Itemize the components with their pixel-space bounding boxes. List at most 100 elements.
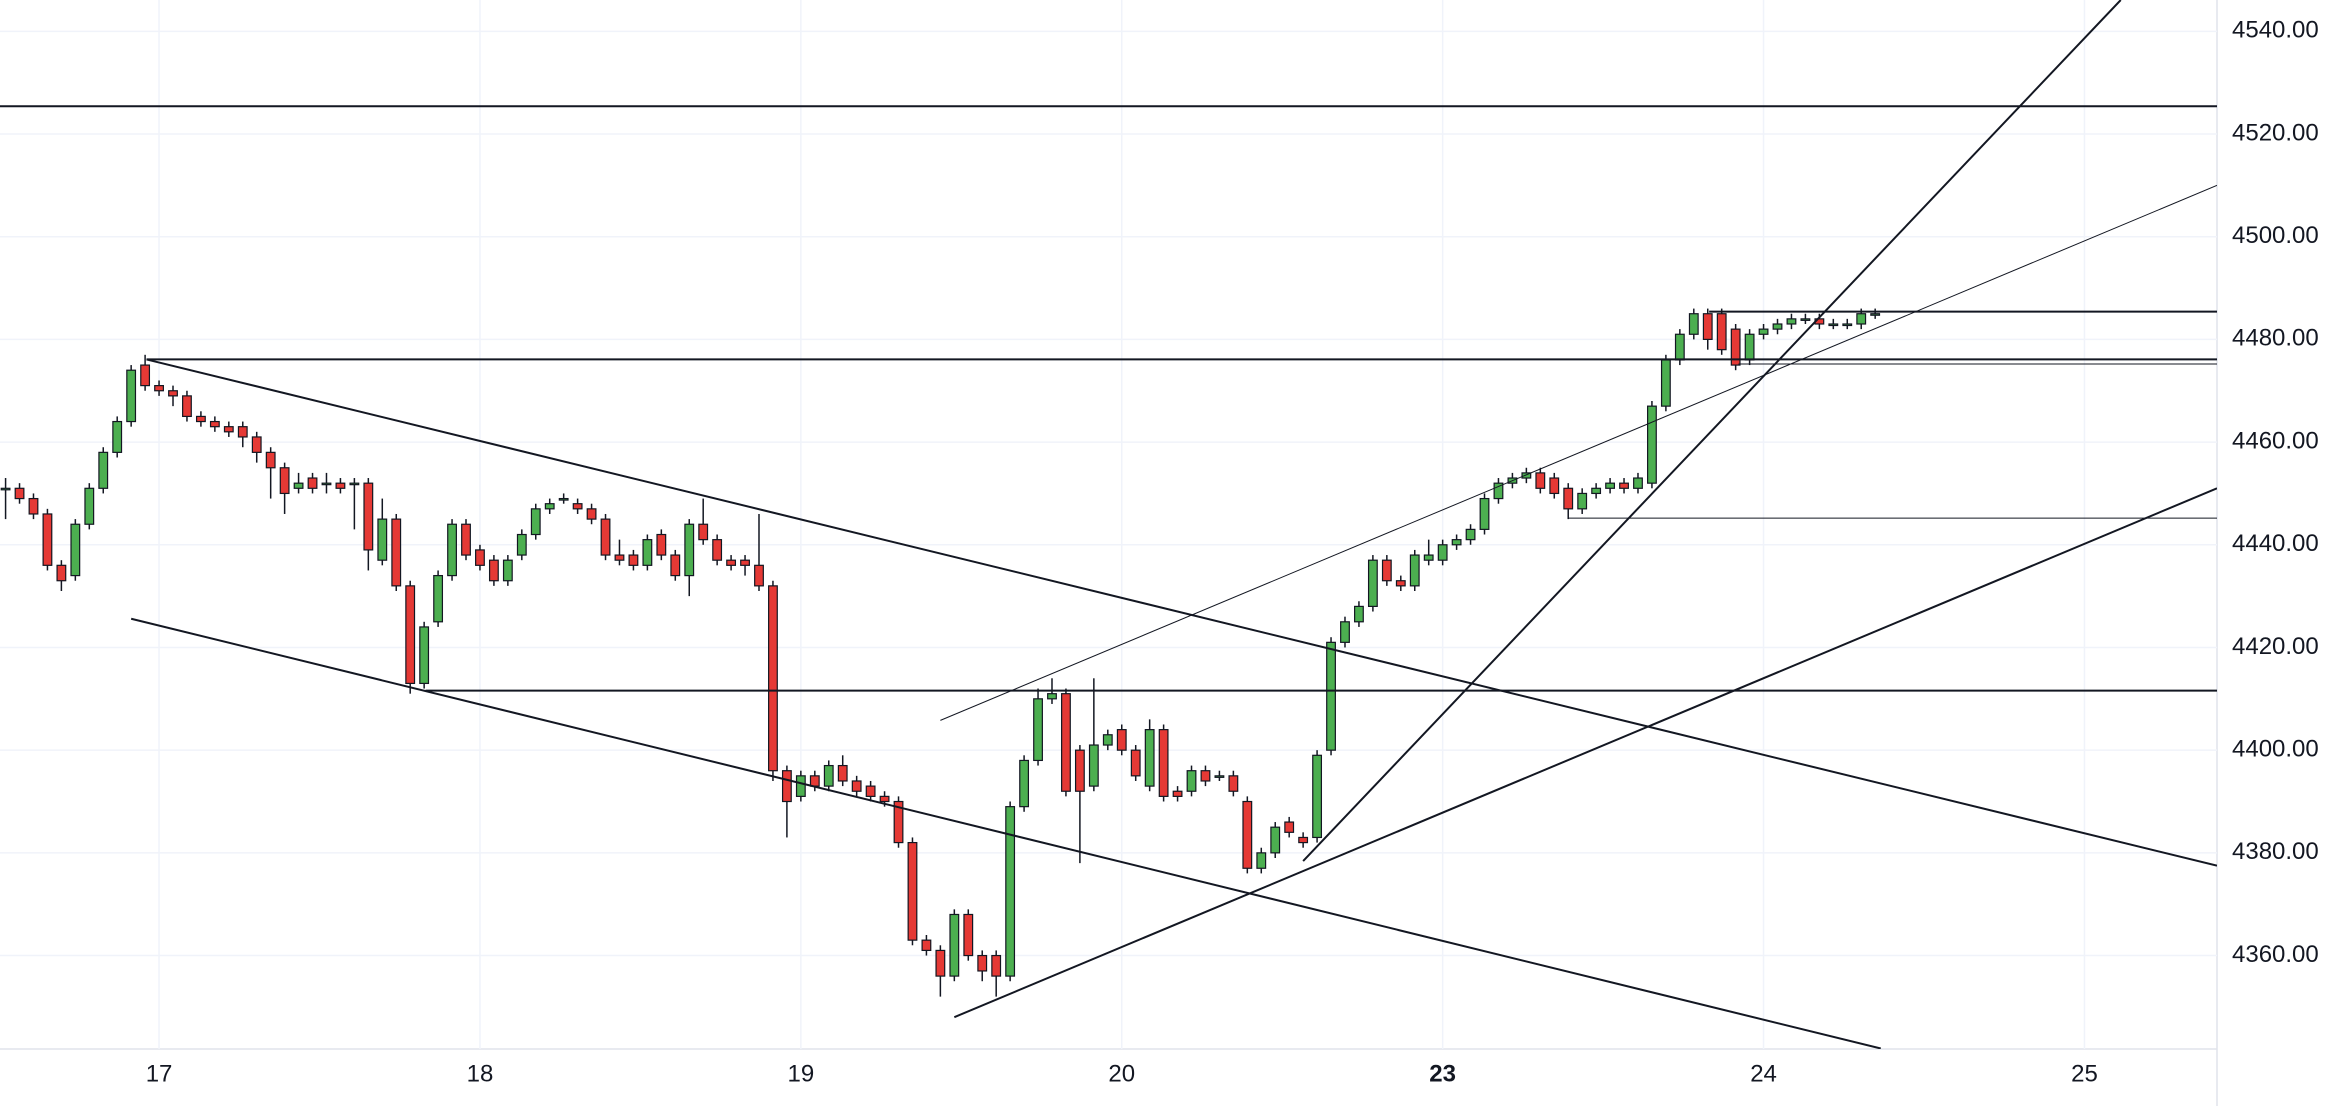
candle-body — [335, 482, 346, 489]
candle-body — [1577, 492, 1588, 510]
candle-body — [237, 426, 248, 438]
candle-body — [195, 415, 206, 423]
candle-body — [1828, 323, 1839, 327]
candle-body — [1549, 477, 1560, 495]
candle-body — [1702, 313, 1713, 340]
candle-body — [1033, 698, 1043, 762]
candle-body — [1061, 693, 1071, 792]
candle-body — [251, 436, 262, 453]
candle-body — [140, 364, 151, 387]
y-tick-label: 4480.00 — [2232, 325, 2319, 352]
candle-body — [1116, 729, 1127, 751]
candle-body — [1340, 621, 1350, 643]
candle-body — [893, 800, 904, 844]
candle-body — [349, 482, 360, 486]
y-tick-label: 4420.00 — [2232, 633, 2319, 660]
candle-body — [1102, 734, 1113, 746]
candle-body — [223, 426, 234, 433]
candle-body — [1200, 770, 1211, 782]
y-tick-label: 4380.00 — [2232, 838, 2319, 865]
candle-body — [1591, 487, 1602, 495]
candle-body — [405, 585, 416, 685]
candle-body — [656, 533, 667, 556]
candle-body — [182, 395, 192, 418]
candle-body — [1228, 775, 1239, 792]
candle-body — [1312, 754, 1323, 839]
candle-body — [991, 954, 1002, 977]
candle-body — [544, 503, 555, 510]
candle-body — [1437, 544, 1448, 561]
candle-body — [1744, 333, 1755, 361]
y-tick-label: 4460.00 — [2232, 427, 2319, 454]
candle-body — [307, 477, 318, 489]
candle-body — [1563, 487, 1574, 510]
candle-body — [614, 554, 625, 561]
candle-body — [1158, 729, 1169, 797]
candle-body — [684, 523, 695, 577]
candle-body — [1605, 482, 1616, 489]
candle-body — [447, 523, 457, 577]
candle-body — [1409, 554, 1420, 587]
candle-body — [516, 533, 527, 556]
drawn-line — [940, 184, 2217, 721]
candle-body — [84, 487, 95, 525]
candle-body — [42, 513, 53, 566]
candle-body — [1730, 328, 1741, 366]
candle-body — [293, 482, 304, 489]
candle-body — [168, 390, 178, 397]
candle-body — [781, 770, 792, 803]
candle-body — [1800, 318, 1811, 321]
candle-body — [1493, 482, 1504, 500]
candle-body — [851, 780, 862, 792]
candle-body — [1786, 318, 1797, 325]
candle-body — [321, 482, 332, 486]
candle-body — [1465, 528, 1476, 541]
candle-body — [586, 508, 597, 520]
candle-body — [572, 503, 583, 510]
candle-body — [1856, 313, 1867, 325]
candle-body — [670, 554, 681, 577]
candle-body — [977, 954, 988, 972]
candle-body — [865, 785, 876, 797]
candle-body — [1619, 482, 1629, 489]
candle-body — [1242, 800, 1253, 869]
candle-body — [1367, 559, 1378, 607]
drawn-line — [1302, 0, 2122, 862]
candle-body — [1298, 836, 1309, 844]
candle-body — [698, 523, 709, 541]
y-tick-label: 4500.00 — [2232, 222, 2319, 249]
candle-body — [1688, 313, 1699, 335]
candle-body — [265, 451, 276, 469]
y-tick-label: 4360.00 — [2232, 941, 2319, 968]
candle-body — [461, 523, 471, 556]
drawn-line — [953, 487, 2217, 1019]
candle-body — [1047, 693, 1057, 700]
candle-body — [754, 564, 764, 587]
x-tick-label: 17 — [146, 1060, 173, 1087]
candle-body — [726, 559, 737, 566]
candle-body — [1186, 770, 1197, 792]
candle-body — [1088, 744, 1099, 787]
candle-body — [1479, 497, 1490, 530]
candle-body — [377, 518, 388, 561]
candle-body — [558, 497, 569, 501]
candle-body — [1842, 323, 1853, 327]
candle-body — [1660, 359, 1671, 407]
candle-body — [963, 913, 974, 957]
candle-body — [14, 487, 25, 500]
candle-body — [1284, 821, 1295, 833]
candle-body — [154, 385, 164, 392]
candle-body — [126, 369, 137, 423]
candle-body — [935, 949, 946, 977]
candle-body — [1270, 826, 1281, 854]
candle-body — [1758, 328, 1769, 335]
drawn-line — [130, 617, 1881, 1049]
x-tick-label: 19 — [788, 1060, 815, 1087]
candle-body — [1535, 472, 1546, 489]
candle-body — [112, 420, 123, 453]
candle-body — [949, 913, 960, 977]
y-tick-label: 4440.00 — [2232, 530, 2319, 557]
candle-body — [600, 518, 611, 556]
